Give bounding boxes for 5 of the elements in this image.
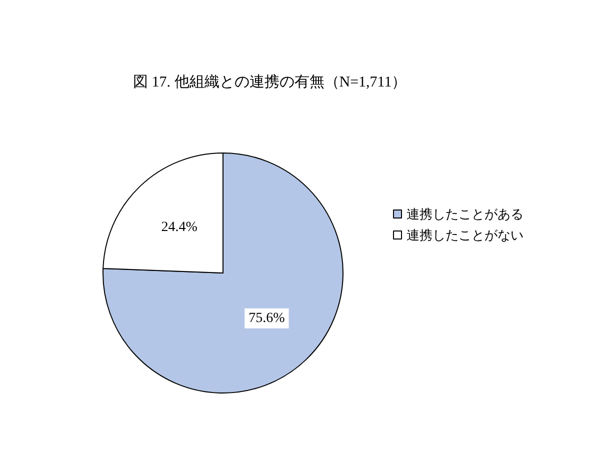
legend-label: 連携したことがない [406,228,524,242]
legend-label: 連携したことがある [406,206,524,222]
data-label: 24.4% [161,220,198,236]
chart-title: 図 17. 他組織との連携の有無（N=1,711） [133,74,407,90]
data-label: 75.6% [248,310,286,326]
